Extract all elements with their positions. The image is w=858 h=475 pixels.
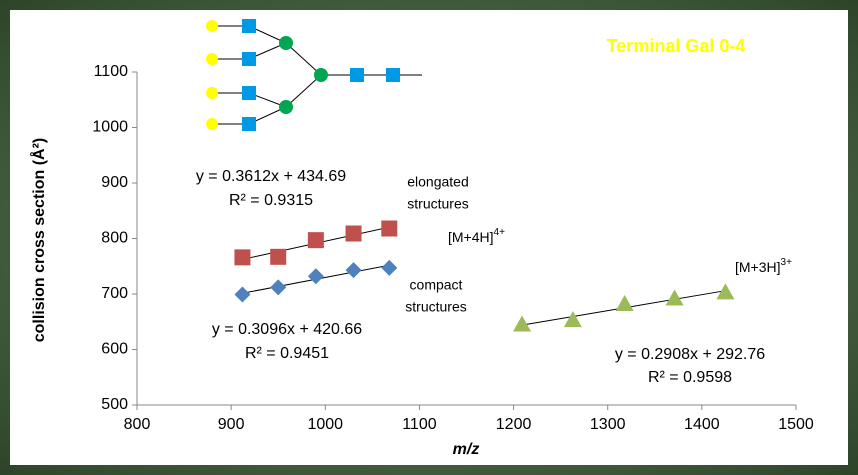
annotation: R² = 0.9598 xyxy=(648,369,732,386)
y-tick-label: 1100 xyxy=(94,63,129,80)
annotation: y = 0.2908x + 292.76 xyxy=(615,346,765,363)
y-tick-label: 900 xyxy=(101,174,128,191)
point xyxy=(716,283,735,300)
annotation: structures xyxy=(405,299,466,315)
point xyxy=(270,248,287,265)
annotation: compact xyxy=(410,277,463,293)
point xyxy=(234,249,251,266)
x-tick-label: 800 xyxy=(124,416,151,433)
annotation: [M+3H]3+ xyxy=(735,257,792,275)
annotation-superscript: 4+ xyxy=(494,227,506,238)
glycan-diagram xyxy=(206,19,422,131)
y-tick-label: 800 xyxy=(101,230,128,247)
annotation: [M+4H]4+ xyxy=(448,227,505,245)
x-tick-label: 1400 xyxy=(684,416,720,433)
annotation: y = 0.3612x + 434.69 xyxy=(196,168,346,185)
x-tick-label: 1000 xyxy=(307,416,343,433)
annotation: elongated xyxy=(407,174,469,190)
point xyxy=(307,268,324,285)
x-tick-label: 900 xyxy=(218,416,245,433)
point xyxy=(345,262,362,279)
point xyxy=(234,286,251,303)
x-tick-label: 1500 xyxy=(778,416,814,433)
y-axis-title: collision cross section (Å²) xyxy=(29,138,48,342)
annotation: y = 0.3096x + 420.66 xyxy=(212,321,362,338)
point xyxy=(665,289,684,306)
annotation: R² = 0.9315 xyxy=(229,192,313,209)
x-tick-label: 1200 xyxy=(496,416,532,433)
y-tick-label: 1000 xyxy=(92,119,128,136)
annotation: Terminal Gal 0-4 xyxy=(607,36,746,56)
point xyxy=(345,225,362,242)
y-tick-label: 700 xyxy=(101,285,128,302)
annotation: structures xyxy=(407,196,468,212)
x-tick-label: 1300 xyxy=(590,416,626,433)
annotation: R² = 0.9451 xyxy=(245,345,329,362)
point xyxy=(307,232,324,249)
point xyxy=(270,279,287,296)
point xyxy=(513,315,532,332)
annotation-superscript: 3+ xyxy=(781,257,793,268)
x-axis-title: m/z xyxy=(453,441,480,458)
plot-panel xyxy=(10,10,848,465)
y-tick-label: 500 xyxy=(101,396,128,413)
annotation-text: [M+4H] xyxy=(448,229,494,245)
point xyxy=(615,294,634,311)
point xyxy=(381,220,398,237)
annotation-text: [M+3H] xyxy=(735,259,781,275)
point xyxy=(563,311,582,328)
x-tick-label: 1100 xyxy=(402,416,437,433)
point xyxy=(381,259,398,276)
y-tick-label: 600 xyxy=(101,341,128,358)
